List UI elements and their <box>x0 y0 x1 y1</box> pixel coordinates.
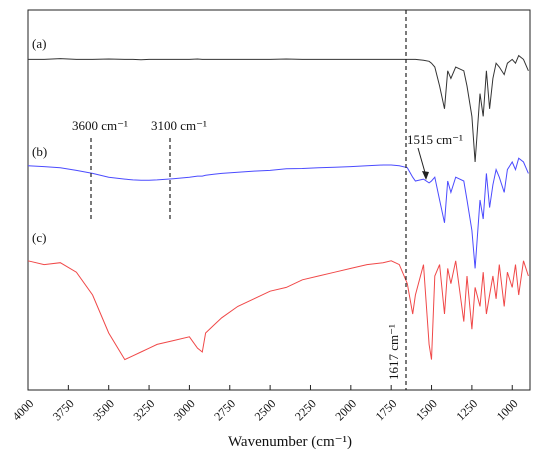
x-tick-label: 1000 <box>494 396 521 423</box>
spectrum-line <box>28 54 529 163</box>
x-tick-label: 1500 <box>413 396 440 423</box>
spectrum-line <box>27 157 529 269</box>
x-tick-label: 3750 <box>50 396 77 423</box>
x-tick-label: 3250 <box>131 396 158 423</box>
x-tick-label: 1250 <box>453 396 480 423</box>
x-tick-label: 3000 <box>171 396 198 423</box>
plot-frame <box>27 9 531 391</box>
x-tick-label: 2250 <box>292 396 319 423</box>
arrow-head <box>422 171 429 180</box>
annotation: (b) <box>32 144 47 159</box>
x-tick-label: 2750 <box>211 396 238 423</box>
arrow <box>417 147 427 177</box>
annotation: 3600 cm⁻¹ <box>72 118 128 133</box>
annotation: (a) <box>32 36 46 51</box>
annotation: 1515 cm⁻¹ <box>407 132 463 147</box>
annotation: 1617 cm⁻¹ <box>386 324 401 380</box>
x-tick-label: 1750 <box>373 396 400 423</box>
x-tick-label: 3500 <box>90 396 117 423</box>
x-axis-label: Wavenumber (cm⁻¹) <box>228 434 352 450</box>
x-tick-label: 2500 <box>252 396 279 423</box>
x-tick-label: 4000 <box>9 396 36 423</box>
x-tick-label: 2000 <box>332 396 359 423</box>
spectrum-line <box>27 260 529 361</box>
annotation: (c) <box>32 230 46 245</box>
annotation: 3100 cm⁻¹ <box>151 118 207 133</box>
